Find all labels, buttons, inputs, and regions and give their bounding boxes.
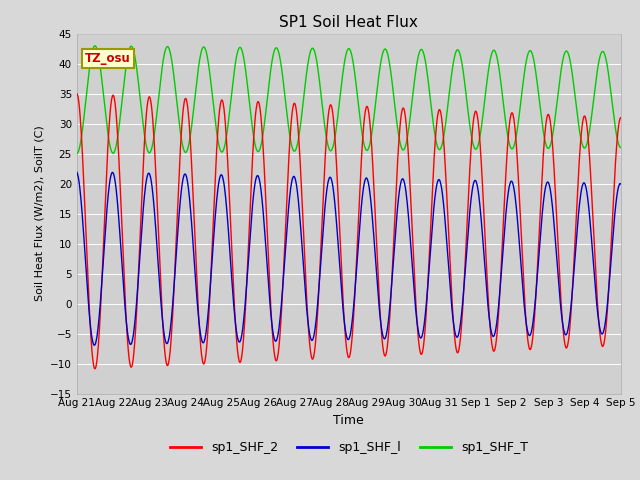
Title: SP1 Soil Heat Flux: SP1 Soil Heat Flux bbox=[280, 15, 418, 30]
Text: TZ_osu: TZ_osu bbox=[85, 51, 131, 65]
X-axis label: Time: Time bbox=[333, 414, 364, 427]
Y-axis label: Soil Heat Flux (W/m2), SoilT (C): Soil Heat Flux (W/m2), SoilT (C) bbox=[35, 126, 44, 301]
Legend: sp1_SHF_2, sp1_SHF_l, sp1_SHF_T: sp1_SHF_2, sp1_SHF_l, sp1_SHF_T bbox=[164, 436, 533, 459]
